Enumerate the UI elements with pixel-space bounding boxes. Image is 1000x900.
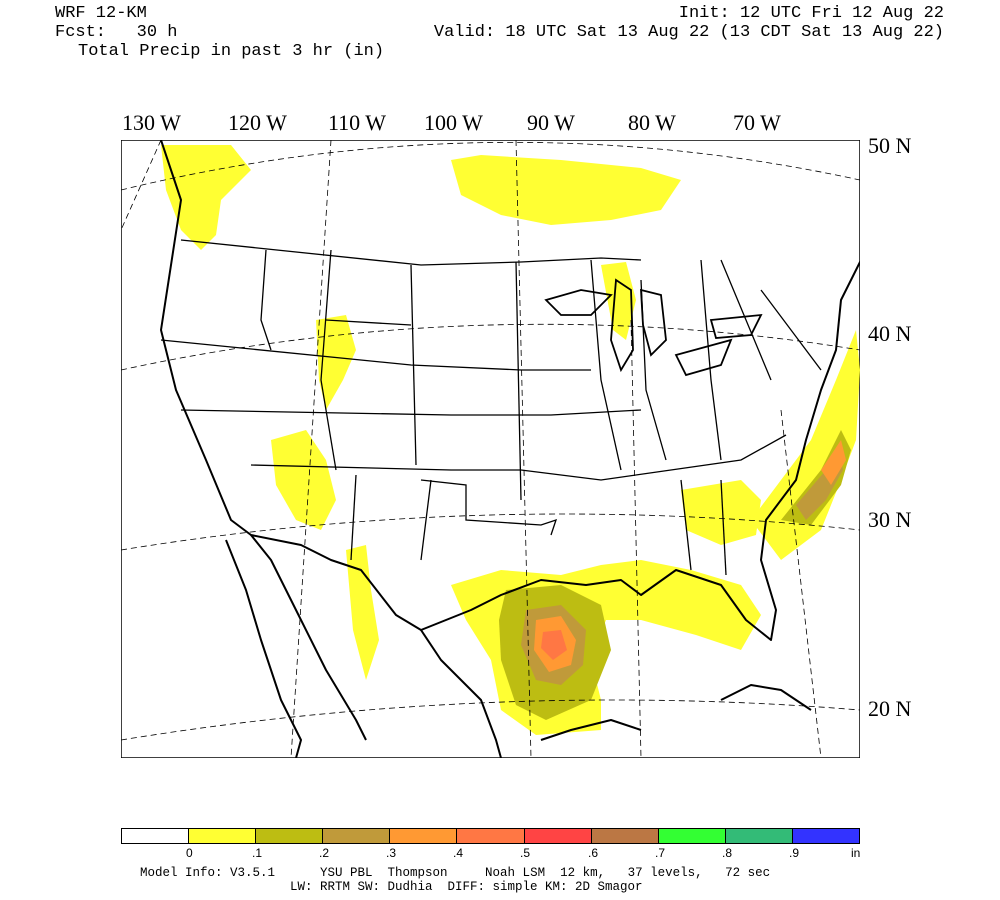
legend-tick: .2 (319, 846, 330, 860)
legend-swatch (590, 828, 658, 844)
lat-label: 40 N (868, 321, 912, 346)
forecast-hour: Fcst: 30 h (55, 23, 178, 42)
lon-label: 110 W (328, 110, 387, 135)
legend-tick: .6 (588, 846, 599, 860)
model-info-line2: LW: RRTM SW: Dudhia DIFF: simple KM: 2D … (290, 880, 643, 894)
legend-swatch (657, 828, 725, 844)
legend-tick: .4 (453, 846, 464, 860)
legend-swatch (322, 828, 390, 844)
init-time: Init: 12 UTC Fri 12 Aug 22 (678, 4, 944, 23)
legend-swatch (456, 828, 524, 844)
lon-label: 90 W (527, 110, 575, 135)
precip-shading (161, 145, 860, 735)
legend-tick: .9 (789, 846, 800, 860)
field-title: Total Precip in past 3 hr (in) (78, 42, 385, 61)
legend-tick: .7 (655, 846, 666, 860)
color-legend (121, 828, 861, 844)
legend-swatch (188, 828, 256, 844)
valid-time: Valid: 18 UTC Sat 13 Aug 22 (13 CDT Sat … (433, 23, 944, 42)
legend-tick: .8 (722, 846, 733, 860)
legend-tick: .5 (520, 846, 531, 860)
lon-label: 80 W (628, 110, 676, 135)
legend-swatch (389, 828, 457, 844)
legend-tick: .1 (252, 846, 263, 860)
legend-swatch (724, 828, 792, 844)
legend-swatch (121, 828, 189, 844)
model-title: WRF 12-KM (55, 4, 147, 23)
lon-label: 130 W (122, 110, 181, 135)
great-lakes (544, 278, 763, 377)
lat-label: 50 N (868, 133, 912, 158)
graticule (121, 140, 860, 758)
state-borders (160, 239, 822, 576)
legend-tick: 0 (186, 846, 193, 860)
model-info-line1: Model Info: V3.5.1 YSU PBL Thompson Noah… (140, 866, 771, 880)
lat-label: 20 N (868, 696, 912, 721)
lat-label: 30 N (868, 507, 912, 532)
lon-label: 70 W (733, 110, 781, 135)
legend-swatch (791, 828, 861, 844)
legend-swatch (255, 828, 323, 844)
lon-label: 120 W (228, 110, 287, 135)
coastlines (160, 140, 860, 758)
legend-unit: in (851, 846, 861, 860)
legend-tick: .3 (386, 846, 397, 860)
precip-map (121, 140, 860, 758)
lon-label: 100 W (424, 110, 483, 135)
legend-swatch (523, 828, 591, 844)
